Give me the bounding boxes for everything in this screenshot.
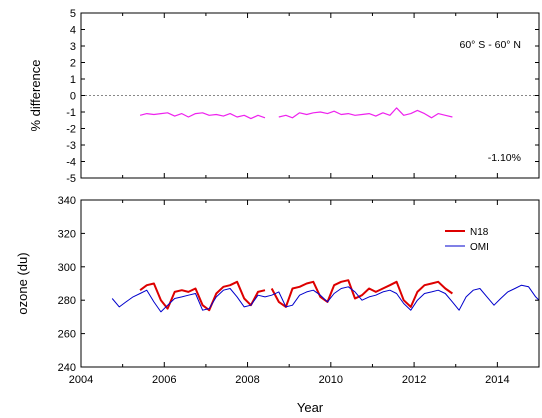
difference-y-tick-label: -4 <box>66 157 76 169</box>
legend-label-omi: OMI <box>470 242 489 253</box>
region-annotation: 60° S - 60° N <box>459 39 521 51</box>
ozone-y-tick-label: 260 <box>58 329 76 341</box>
difference-y-tick-label: -3 <box>66 140 76 152</box>
ozone-plot-frame <box>80 199 540 368</box>
difference-y-tick-label: 2 <box>70 58 76 70</box>
ozone-x-tick-label: 2004 <box>69 374 93 386</box>
ozone-y-tick-label: 300 <box>58 262 76 274</box>
n18-series-line <box>139 280 266 312</box>
difference-series-layer <box>139 107 453 120</box>
ozone-series-layer <box>111 279 540 313</box>
difference-panel: 5 4 3 2 1 0 -1 -2 -3 -4 -5 % difference 60° S - 60… <box>28 8 540 185</box>
ozone-x-tick-label: 2010 <box>319 374 343 386</box>
difference-series-line <box>278 107 453 119</box>
difference-y-tick-label: -2 <box>66 124 76 136</box>
legend: N18 OMI <box>445 227 489 253</box>
legend-label-n18: N18 <box>470 227 489 238</box>
ozone-x-tick-label: 2006 <box>152 374 176 386</box>
ozone-x-tick-label: 2008 <box>235 374 259 386</box>
difference-y-tick-label: 5 <box>70 8 76 20</box>
ozone-y-tick-label: 240 <box>58 362 76 374</box>
ozone-y-tick-label: 320 <box>58 228 76 240</box>
ozone-y-axis-title: ozone (du) <box>15 252 30 314</box>
mean-difference-annotation: -1.10% <box>488 152 521 164</box>
difference-y-tick-label: -5 <box>66 173 76 185</box>
ozone-x-tick-label: 2012 <box>402 374 426 386</box>
difference-series-line <box>139 112 266 120</box>
difference-y-tick-label: 0 <box>70 91 76 103</box>
ozone-x-tick-label: 2014 <box>485 374 509 386</box>
omi-series-line <box>111 284 540 313</box>
difference-axis-ticks: 5 4 3 2 1 0 -1 -2 -3 -4 -5 <box>66 8 540 185</box>
difference-y-tick-label: 3 <box>70 41 76 53</box>
difference-y-tick-label: 1 <box>70 74 76 86</box>
difference-y-tick-label: -1 <box>66 107 76 119</box>
difference-y-axis-title: % difference <box>28 59 43 131</box>
difference-y-tick-label: 4 <box>70 25 76 37</box>
ozone-y-tick-label: 280 <box>58 295 76 307</box>
ozone-x-axis-title: Year <box>297 400 324 415</box>
n18-series-line <box>270 279 453 308</box>
ozone-y-tick-label: 340 <box>58 195 76 207</box>
